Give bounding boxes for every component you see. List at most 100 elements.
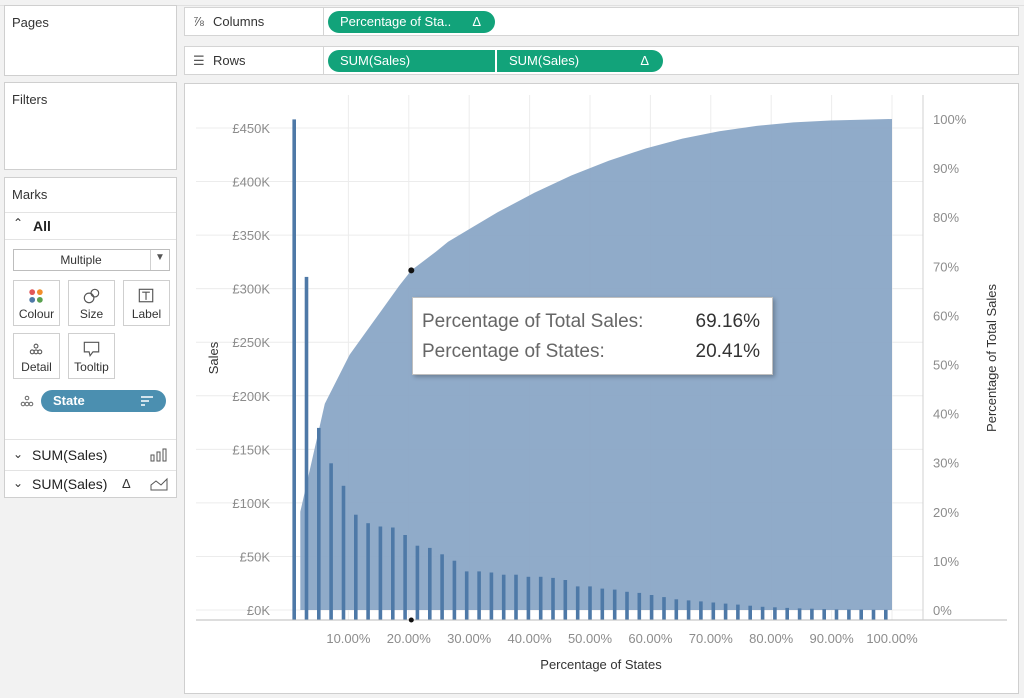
bar — [884, 609, 888, 620]
x-tick-label: 40.00% — [508, 631, 553, 646]
y2-tick-label: 70% — [933, 259, 959, 274]
mark-type-dropdown[interactable]: Multiple ▼ — [13, 249, 170, 271]
bar — [464, 571, 469, 620]
dropdown-divider — [150, 250, 151, 270]
delta-icon: Δ — [122, 476, 131, 491]
label-label: Label — [131, 307, 162, 321]
bar — [649, 595, 654, 620]
pages-title: Pages — [12, 15, 49, 30]
marks-section-bar-label: SUM(Sales) — [32, 447, 108, 463]
x-tick-label: 60.00% — [628, 631, 673, 646]
colour-icon — [29, 289, 43, 303]
bar — [415, 545, 420, 620]
y2-tick-label: 40% — [933, 407, 959, 422]
marks-all-label: All — [33, 218, 51, 234]
bar — [354, 514, 358, 620]
top-ruler — [0, 0, 1024, 6]
y-tick-label: £350K — [232, 228, 270, 243]
y2-tick-label: 10% — [933, 554, 959, 569]
columns-label: Columns — [185, 8, 324, 35]
tooltip-value-states: 20.41% — [695, 341, 760, 362]
y2-tick-label: 30% — [933, 456, 959, 471]
bar — [847, 609, 851, 620]
highlight-point — [408, 267, 415, 274]
bar — [329, 463, 333, 620]
bar — [871, 609, 876, 620]
delta-icon: Δ — [472, 14, 481, 29]
sort-icon — [141, 396, 153, 406]
tooltip-value-total-sales: 69.16% — [695, 311, 760, 332]
bar — [378, 526, 383, 620]
bar — [711, 602, 716, 620]
bar — [748, 605, 752, 620]
bar — [489, 572, 494, 620]
x-tick-label: 100.00% — [866, 631, 918, 646]
bar — [723, 603, 728, 620]
state-pill[interactable]: State — [41, 390, 166, 412]
bar — [834, 609, 839, 620]
x-tick-label: 70.00% — [689, 631, 734, 646]
bar — [341, 485, 346, 620]
marks-section-area-label: SUM(Sales) — [32, 476, 108, 492]
marks-section-bar[interactable]: ⌄ SUM(Sales) — [5, 439, 176, 471]
tooltip-button[interactable]: Tooltip — [68, 333, 115, 379]
bar — [501, 574, 506, 620]
detail-button[interactable]: Detail — [13, 333, 60, 379]
bar — [366, 523, 370, 620]
bar — [822, 609, 826, 620]
rows-label: Rows — [185, 47, 324, 74]
size-button[interactable]: Size — [68, 280, 115, 326]
bar — [736, 604, 740, 620]
chevron-up-icon: ⌃ — [13, 216, 24, 230]
y-tick-label: £150K — [232, 442, 270, 457]
tooltip-label: Tooltip — [74, 360, 109, 374]
bar — [428, 547, 432, 620]
bar — [403, 535, 407, 620]
colour-button[interactable]: Colour — [13, 280, 60, 326]
bar — [317, 427, 321, 620]
bar — [292, 119, 296, 621]
columns-shelf: ⅞ Columns Percentage of Sta.. Δ — [184, 7, 1019, 36]
x-tick-label: 10.00% — [326, 631, 371, 646]
y2-axis-title: Percentage of Total Sales — [984, 284, 999, 432]
size-icon — [83, 288, 100, 304]
bar — [760, 606, 765, 620]
rows-icon: ☰ — [193, 53, 205, 68]
colour-label: Colour — [18, 307, 55, 321]
bar — [440, 554, 444, 620]
y-tick-label: £400K — [232, 175, 270, 190]
bar — [452, 560, 457, 620]
rows-shelf: ☰ Rows SUM(Sales) SUM(Sales) Δ — [184, 46, 1019, 75]
chevron-down-icon: ▼ — [155, 252, 165, 263]
bar — [785, 607, 789, 620]
marks-panel: Marks ⌃ All Multiple ▼ Colour Size Label — [4, 177, 177, 498]
bars — [292, 119, 888, 621]
y2-tick-label: 20% — [933, 505, 959, 520]
rows-pill-2[interactable]: SUM(Sales) Δ — [497, 50, 663, 72]
bar — [304, 276, 309, 620]
y-tick-label: £50K — [240, 549, 271, 564]
bar — [637, 592, 642, 620]
rows-pill-2-label: SUM(Sales) — [509, 53, 580, 68]
columns-icon: ⅞ — [193, 14, 204, 29]
x-tick-label: 90.00% — [810, 631, 855, 646]
tooltip-box: Percentage of Total Sales: 69.16% Percen… — [412, 297, 773, 375]
label-button[interactable]: Label — [123, 280, 170, 326]
highlight-axis-point — [408, 617, 414, 623]
detail-small-icon — [20, 395, 34, 407]
bar — [797, 608, 802, 620]
bar — [563, 580, 568, 620]
columns-pill[interactable]: Percentage of Sta.. Δ — [328, 11, 495, 33]
bar — [477, 571, 481, 620]
y-tick-label: £0K — [247, 603, 270, 618]
bar — [600, 588, 605, 620]
marks-section-area[interactable]: ⌄ SUM(Sales) Δ — [5, 469, 176, 499]
y-axis-title: Sales — [206, 341, 221, 374]
bar — [526, 576, 531, 620]
y2-tick-label: 100% — [933, 112, 967, 127]
bar — [810, 608, 814, 620]
marks-all-header[interactable]: ⌃ All — [5, 212, 176, 240]
filters-panel: Filters — [4, 82, 177, 170]
rows-pill-1[interactable]: SUM(Sales) — [328, 50, 495, 72]
marks-title: Marks — [12, 187, 48, 202]
